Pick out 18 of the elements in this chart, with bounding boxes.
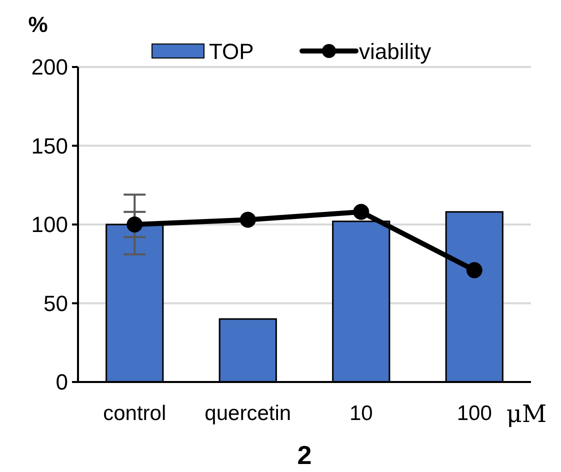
legend-label: TOP [209, 39, 254, 64]
x-tick-label: 100 [456, 402, 492, 425]
legend-label: viability [359, 39, 432, 64]
y-tick-label: 0 [56, 370, 68, 395]
y-tick-label: 200 [31, 54, 68, 80]
text: μM [506, 400, 547, 428]
text: 2 [297, 440, 312, 470]
y-axis-title: % [28, 12, 48, 37]
point [240, 212, 256, 228]
point [353, 204, 370, 220]
y-tick-label: 150 [31, 133, 68, 158]
x-tick-label: quercetin [204, 402, 292, 425]
y-tick-label: 100 [31, 212, 68, 238]
point [126, 216, 143, 232]
x-tick-label: 10 [349, 402, 373, 425]
point [466, 262, 482, 278]
x-tick-label: control [103, 402, 166, 425]
y-tick-label: 50 [44, 290, 68, 316]
